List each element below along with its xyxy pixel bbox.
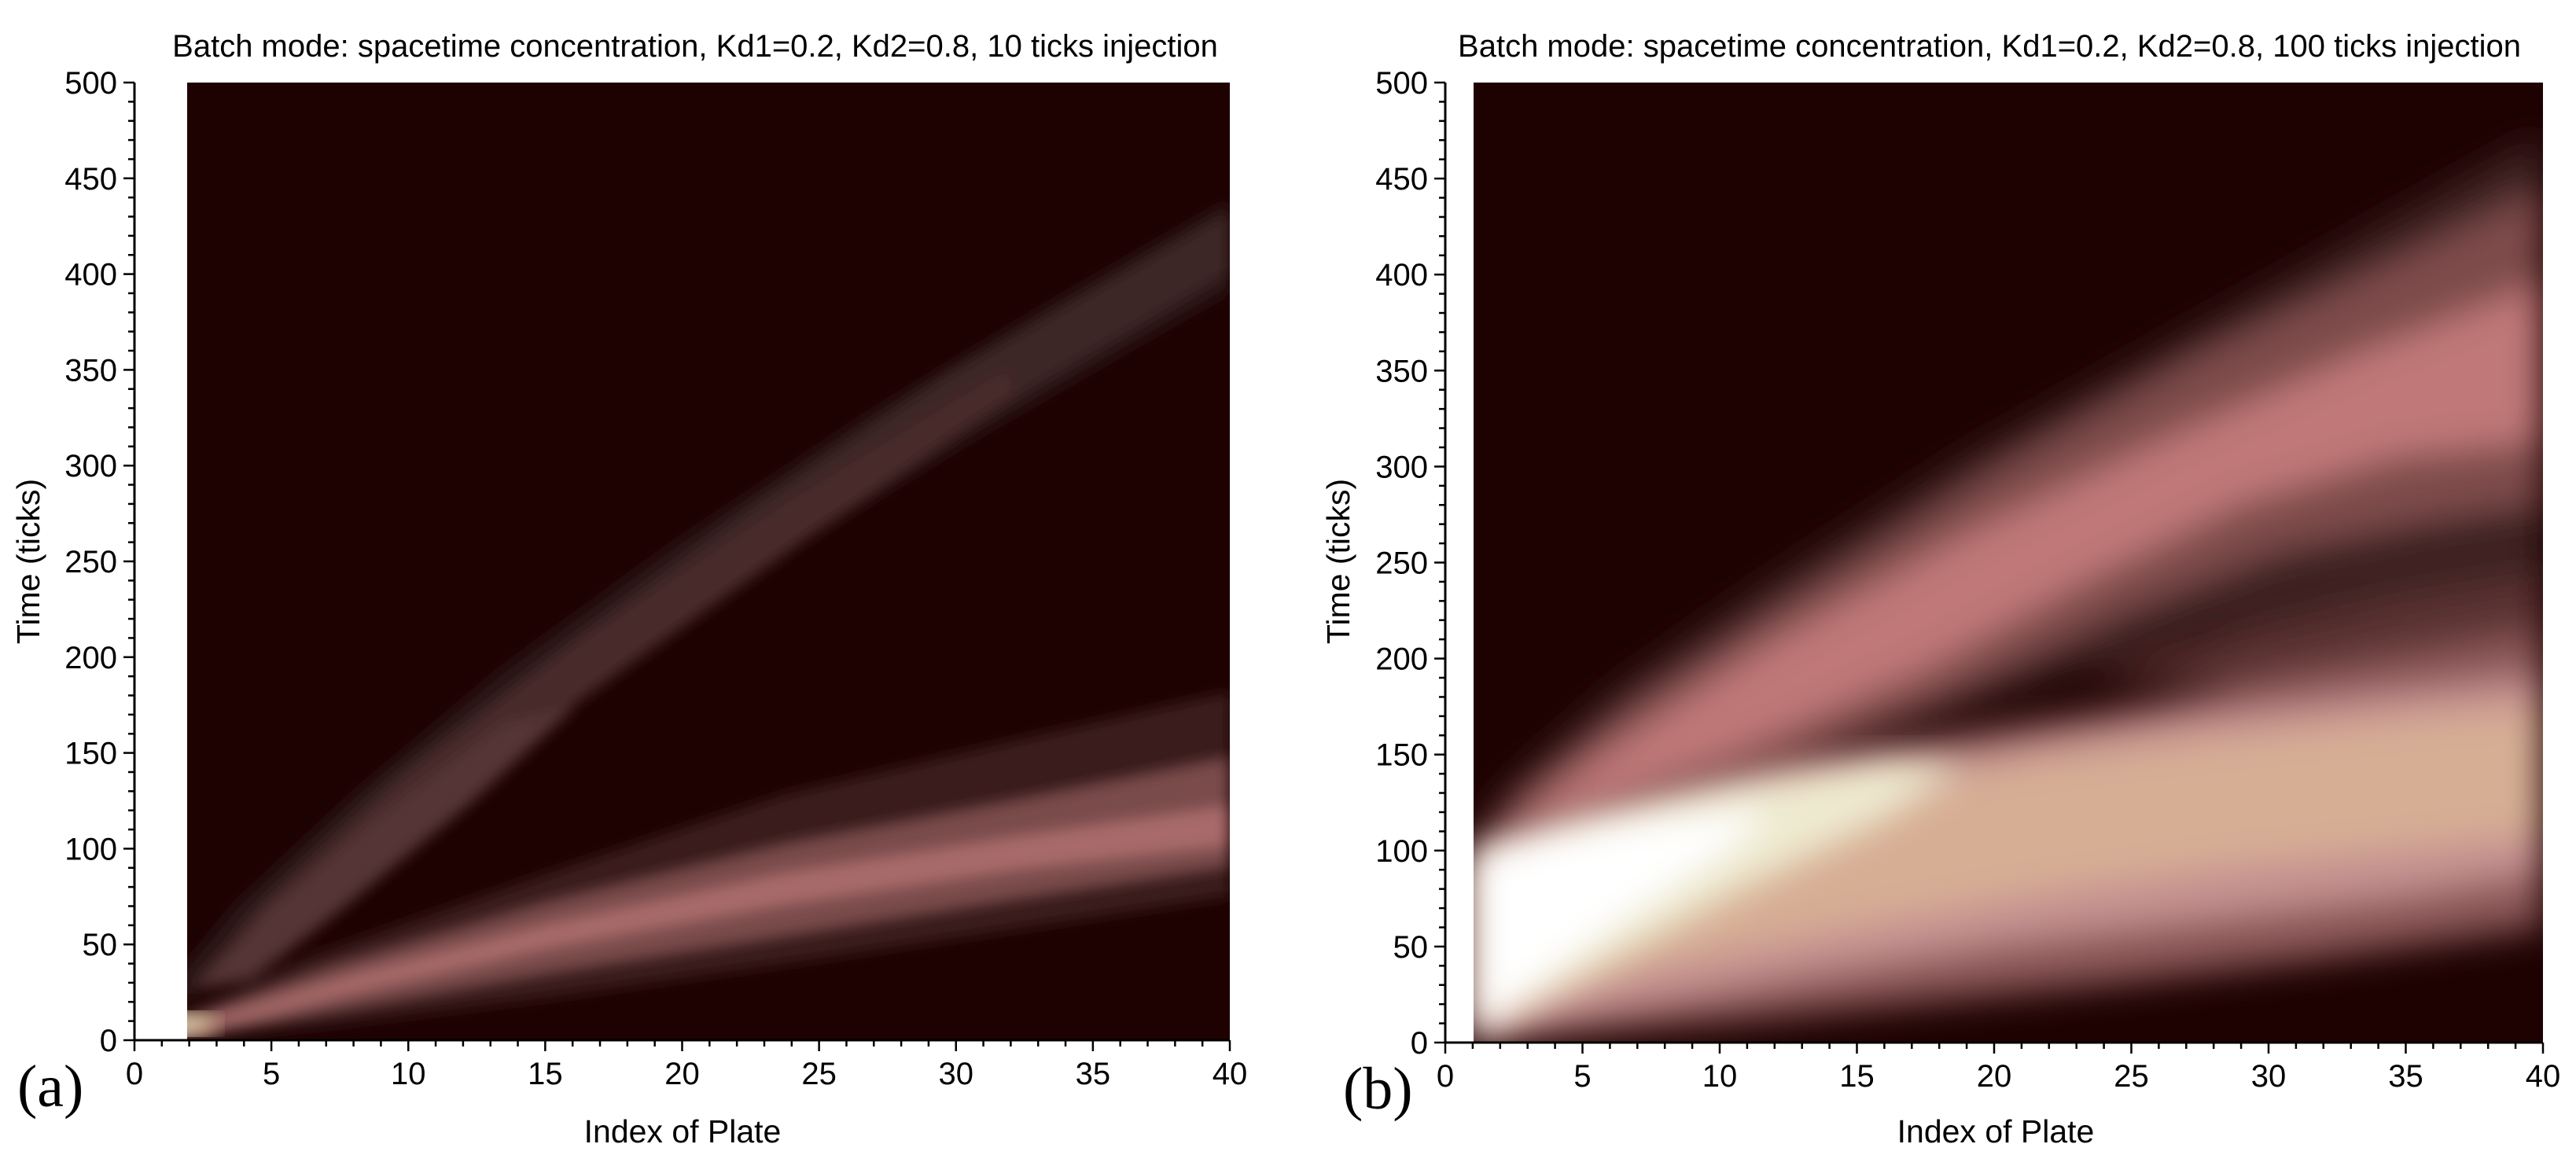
y-axis-label-b: Time (ticks): [1320, 479, 1356, 644]
x-tick-label-b: 35: [2388, 1059, 2423, 1094]
y-axis-label-a: Time (ticks): [10, 479, 46, 644]
x-tick-label-a: 40: [1213, 1057, 1248, 1091]
y-tick-label-a: 250: [64, 545, 117, 579]
x-tick-label-b: 30: [2251, 1059, 2287, 1094]
y-tick-label-a: 400: [64, 258, 117, 292]
x-tick-label-a: 15: [528, 1057, 563, 1091]
y-tick-label-b: 450: [1375, 162, 1428, 197]
y-tick-label-b: 100: [1375, 834, 1428, 869]
axis-ticks-a: 0 5 10 15 20 25 30 35 40050100150200250300350400…: [64, 66, 1247, 1091]
plume-b-white: [1474, 810, 1769, 1038]
y-tick-label-b: 50: [1393, 930, 1429, 965]
y-tick-label-b: 250: [1375, 546, 1428, 581]
y-tick-label-b: 400: [1375, 258, 1428, 292]
fast-band-b-core: [1474, 708, 2543, 1014]
heatmap-a: [160, 83, 1230, 1040]
y-tick-label-a: 0: [100, 1024, 117, 1058]
y-tick-label-a: 100: [64, 832, 117, 866]
y-tick-label-b: 0: [1411, 1026, 1428, 1061]
x-tick-label-b: 15: [1839, 1059, 1875, 1094]
y-tick-label-b: 500: [1375, 66, 1428, 101]
x-tick-label-a: 10: [391, 1057, 426, 1091]
chart-title-a: Batch mode: spacetime concentration, Kd1…: [172, 29, 1218, 64]
panel-label-b: (b): [1343, 1056, 1413, 1122]
x-tick-label-b: 25: [2114, 1059, 2149, 1094]
panel-a: Batch mode: spacetime concentration, Kd1…: [10, 29, 1247, 1149]
fast-band-a-core: [169, 806, 1230, 1032]
y-tick-label-a: 150: [64, 737, 117, 771]
x-tick-label-a: 35: [1076, 1057, 1111, 1091]
dark-column-a: [160, 83, 187, 1006]
y-tick-label-a: 500: [64, 66, 117, 101]
y-tick-label-a: 50: [83, 928, 118, 962]
x-tick-label-a: 20: [664, 1057, 700, 1091]
x-tick-label-a: 25: [801, 1057, 837, 1091]
axis-ticks-b: 0 5 10 15 20 25 30 35 40050100150200250300350400…: [1375, 66, 2560, 1094]
x-tick-label-a: 30: [939, 1057, 974, 1091]
x-tick-label-b: 0: [1437, 1059, 1454, 1094]
x-tick-label-b: 40: [2526, 1059, 2561, 1094]
y-tick-label-a: 350: [64, 353, 117, 388]
x-axis-label-b: Index of Plate: [1897, 1113, 2095, 1149]
y-tick-label-b: 150: [1375, 738, 1428, 773]
y-tick-label-b: 350: [1375, 354, 1428, 388]
x-tick-label-b: 20: [1977, 1059, 2012, 1094]
y-tick-label-a: 300: [64, 449, 117, 484]
chart-title-b: Batch mode: spacetime concentration, Kd1…: [1458, 29, 2521, 64]
x-axis-label-a: Index of Plate: [584, 1113, 782, 1149]
panel-label-a: (a): [17, 1054, 83, 1120]
heatmap-b: [1474, 134, 2543, 1043]
panel-b: Batch mode: spacetime concentration, Kd1…: [1320, 29, 2560, 1149]
slow-band-a-inner: [197, 708, 574, 989]
y-tick-label-a: 200: [64, 641, 117, 675]
x-tick-label-a: 5: [263, 1057, 280, 1091]
y-tick-label-a: 450: [64, 162, 117, 197]
x-tick-label-a: 0: [126, 1057, 143, 1091]
x-tick-label-b: 5: [1573, 1059, 1591, 1094]
y-tick-label-b: 300: [1375, 450, 1428, 484]
y-tick-label-b: 200: [1375, 642, 1428, 677]
slow-band-b-core: [1510, 283, 2543, 826]
x-tick-label-b: 10: [1702, 1059, 1738, 1094]
